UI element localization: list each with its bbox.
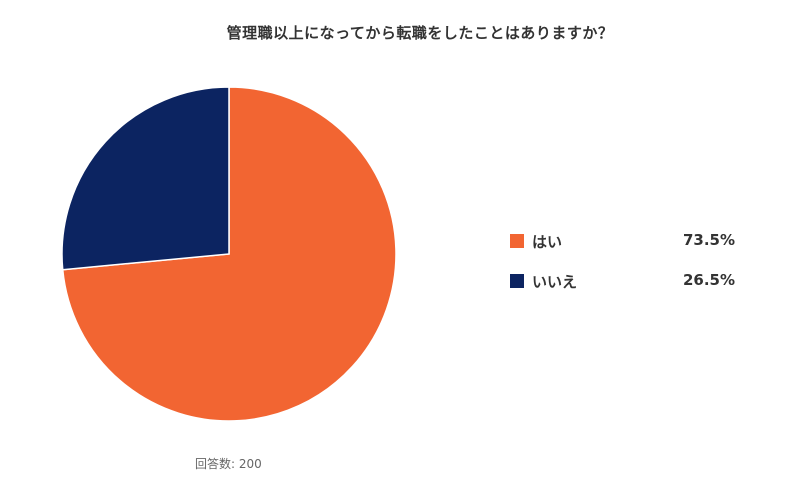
legend-item-yes: はい 73.5% [510,230,750,254]
legend-label-yes: はい [532,233,563,251]
legend: はい 73.5% いいえ 26.5% [510,230,750,310]
legend-value-yes: 73.5% [682,231,735,249]
legend-swatch-no [510,274,524,288]
legend-value-no: 26.5% [682,271,735,289]
pie-slices [61,86,397,422]
legend-item-no: いいえ 26.5% [510,270,750,294]
legend-label-no: いいえ [532,273,578,291]
chart-title: 管理職以上になってから転職をしたことはありますか？ [226,24,614,42]
respondent-count: 回答数: 200 [195,457,262,471]
legend-swatch-yes [510,234,524,248]
pie-slice-no [61,86,230,271]
